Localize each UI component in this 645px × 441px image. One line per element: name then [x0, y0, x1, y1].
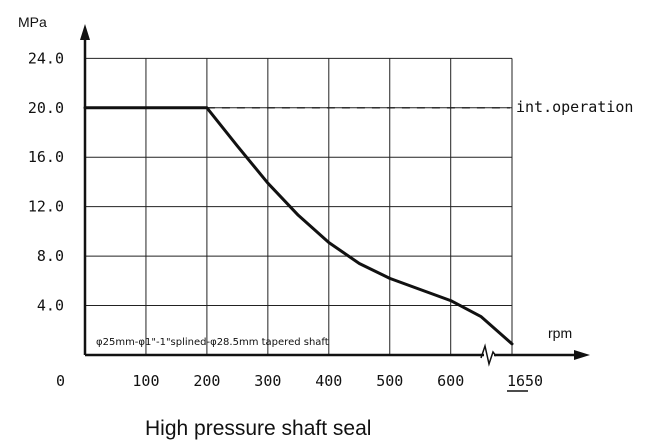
x-tick-label: 400 [315, 372, 342, 390]
series-line [83, 106, 514, 346]
shaft-note: φ25mm-φ1"-1"splined-φ28.5mm tapered shaf… [96, 337, 329, 348]
y-tick-label: 12.0 [28, 198, 64, 216]
x-tick-label: 200 [193, 372, 220, 390]
y-tick-labels: 4.0 8.0 12.0 16.0 20.0 24.0 [28, 49, 64, 314]
x-tick-label: 100 [132, 372, 159, 390]
axis-break-icon [480, 343, 497, 367]
y-tick-label: 20.0 [28, 99, 64, 117]
x-tick-labels: 0 100 200 300 400 500 600 1650 [56, 372, 543, 390]
grid [85, 57, 513, 355]
x-tick-label: 1650 [507, 372, 543, 390]
x-tick-label: 600 [437, 372, 464, 390]
axes [80, 24, 590, 392]
x-axis-label: rpm [548, 325, 572, 341]
y-axis-arrow-icon [80, 24, 90, 40]
y-tick-label: 16.0 [28, 148, 64, 166]
y-axis-label: MPa [18, 14, 47, 30]
y-tick-label: 24.0 [28, 49, 64, 67]
x-tick-label: 300 [254, 372, 281, 390]
y-tick-label: 8.0 [37, 247, 64, 265]
y-tick-label: 4.0 [37, 297, 64, 315]
series-group [83, 106, 514, 346]
reference-line-label: int.operation [516, 98, 633, 116]
x-tick-label: 500 [376, 372, 403, 390]
x-tick-label: 0 [56, 372, 65, 390]
x-axis-arrow-icon [574, 350, 590, 360]
chart-title: High pressure shaft seal [145, 417, 371, 440]
